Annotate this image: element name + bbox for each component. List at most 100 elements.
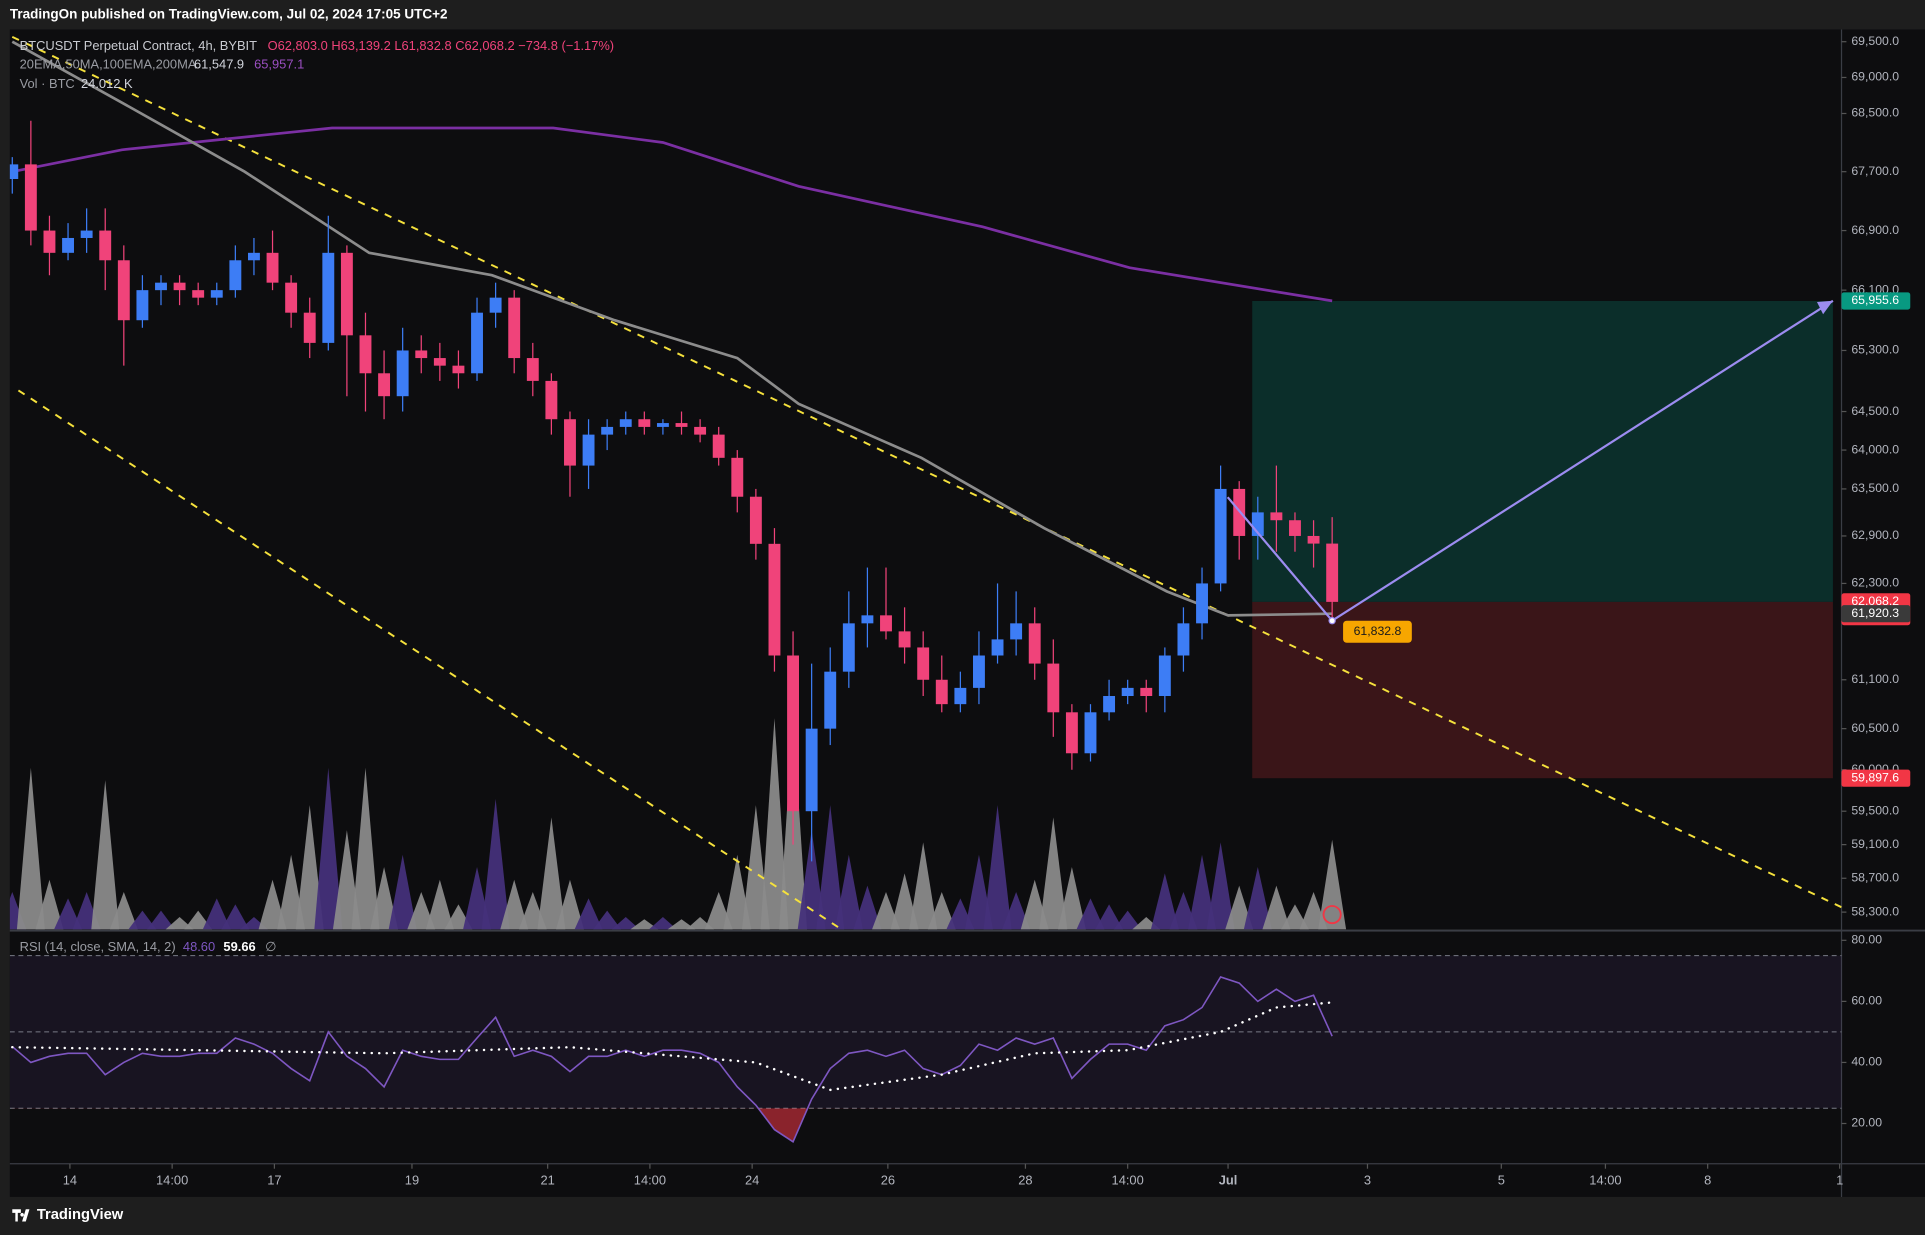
volume [1318, 839, 1347, 930]
candle-body [452, 365, 465, 374]
volume [1039, 817, 1068, 930]
y-tick-label: 60,500.0 [1851, 721, 1899, 735]
candle-body [1196, 583, 1208, 624]
x-tick-label: 5 [1498, 1172, 1505, 1187]
candle-body [1047, 663, 1060, 713]
x-tick-label: 19 [405, 1172, 419, 1187]
volume [16, 767, 45, 930]
volume [556, 879, 584, 930]
y-tick-label: 64,500.0 [1851, 404, 1899, 418]
volume [1150, 873, 1179, 930]
candle-body [861, 615, 874, 624]
rsi-pane [9, 931, 1842, 1164]
y-tick-label: 65,300.0 [1851, 343, 1899, 357]
symbol: BTCUSDT Perpetual Contract, 4h, BYBIT [20, 38, 257, 53]
y-tick-label: 69,000.0 [1851, 70, 1899, 84]
rsi-sma [11, 1001, 1334, 1092]
candle-body [787, 655, 799, 812]
x-tick-label: 21 [541, 1172, 555, 1187]
candle-body [824, 671, 837, 729]
rsi-label: RSI (14, close, SMA, 14, 2) [20, 939, 176, 954]
candle-body [43, 230, 56, 253]
volume [1262, 885, 1291, 930]
candle-body [582, 434, 595, 466]
candle-body [471, 312, 483, 374]
candle-body [210, 290, 223, 298]
candle-body [805, 728, 818, 812]
x-tick-label: Jul [1219, 1172, 1238, 1187]
candle-body [526, 358, 539, 381]
volume [370, 867, 399, 930]
volume [54, 898, 82, 930]
low-label-box [1343, 620, 1412, 643]
candle-body [1065, 712, 1078, 754]
candle-body [842, 623, 855, 672]
volume [1095, 904, 1124, 930]
overlays: 61,832.865,955.662,068.254:5961,920.359,… [1226, 292, 1911, 925]
x-tick-label: 24 [745, 1172, 759, 1187]
y-tick-label: 67,700.0 [1851, 164, 1899, 178]
candle-body [1289, 520, 1301, 536]
volume [760, 718, 789, 930]
x-tick-label: 14:00 [1112, 1172, 1144, 1187]
x-tick-label: 26 [881, 1172, 895, 1187]
candle-body [619, 419, 632, 427]
rsi-line [11, 976, 1333, 1144]
candle-body [433, 358, 446, 366]
candle-body [768, 543, 781, 656]
volume [1002, 892, 1031, 930]
moving-average [11, 40, 1333, 617]
y-tick-label: 61,100.0 [1851, 672, 1899, 686]
candle-body [62, 237, 74, 253]
y-tick-label: 58,300.0 [1851, 904, 1899, 918]
volume [927, 892, 956, 930]
candle-body [247, 252, 260, 261]
candle-body [378, 373, 391, 397]
price-label-box [1841, 769, 1911, 787]
volume [202, 898, 231, 930]
candle-body [601, 426, 614, 435]
volume [295, 805, 324, 930]
x-tick-label: 1 [1836, 1172, 1843, 1187]
candle-body [880, 615, 892, 632]
candle-body [694, 426, 707, 435]
candle-body [1307, 535, 1320, 544]
candle-body [99, 230, 112, 261]
volume [1281, 904, 1309, 930]
volume [611, 917, 640, 930]
x-tick-label: 17 [267, 1172, 281, 1187]
anchor [1328, 617, 1336, 625]
y-tick-label: 66,900.0 [1851, 223, 1899, 237]
candle-body [508, 297, 521, 359]
volume [91, 780, 120, 930]
candle-body [192, 290, 205, 298]
rsi-tick-label: 80.00 [1851, 933, 1882, 947]
volume [853, 885, 882, 930]
time-axis [9, 1163, 1925, 1197]
candle-body [935, 679, 948, 705]
brand: TradingView [37, 1207, 124, 1223]
candle-body [266, 252, 279, 283]
y-tick-label: 62,300.0 [1851, 576, 1899, 590]
volume [574, 898, 603, 930]
price-label: 61,920.3 [1851, 606, 1899, 620]
volume [1243, 867, 1272, 930]
candle-body [117, 260, 130, 321]
ma-label: 20EMA,50MA,100EMA,200MA [20, 56, 197, 71]
candle-body [898, 631, 911, 648]
y-tick-label: 68,500.0 [1851, 106, 1899, 120]
rsi-tick-label: 40.00 [1851, 1055, 1882, 1069]
volume [1113, 910, 1142, 930]
volume [1225, 885, 1254, 930]
candle-body [1140, 687, 1153, 697]
low-label: 61,832.8 [1354, 624, 1402, 638]
candle-body [1084, 712, 1097, 754]
candle-body [1158, 655, 1171, 697]
ohlc: O62,803.0 H63,139.2 L61,832.8 C62,068.2 … [268, 38, 614, 53]
candle-body [489, 297, 502, 313]
candle-body [9, 164, 19, 180]
price-label-box [1841, 605, 1911, 623]
candle-body [991, 639, 1004, 656]
price-label: 62,068.2 [1851, 594, 1899, 608]
candle-body [285, 282, 298, 313]
